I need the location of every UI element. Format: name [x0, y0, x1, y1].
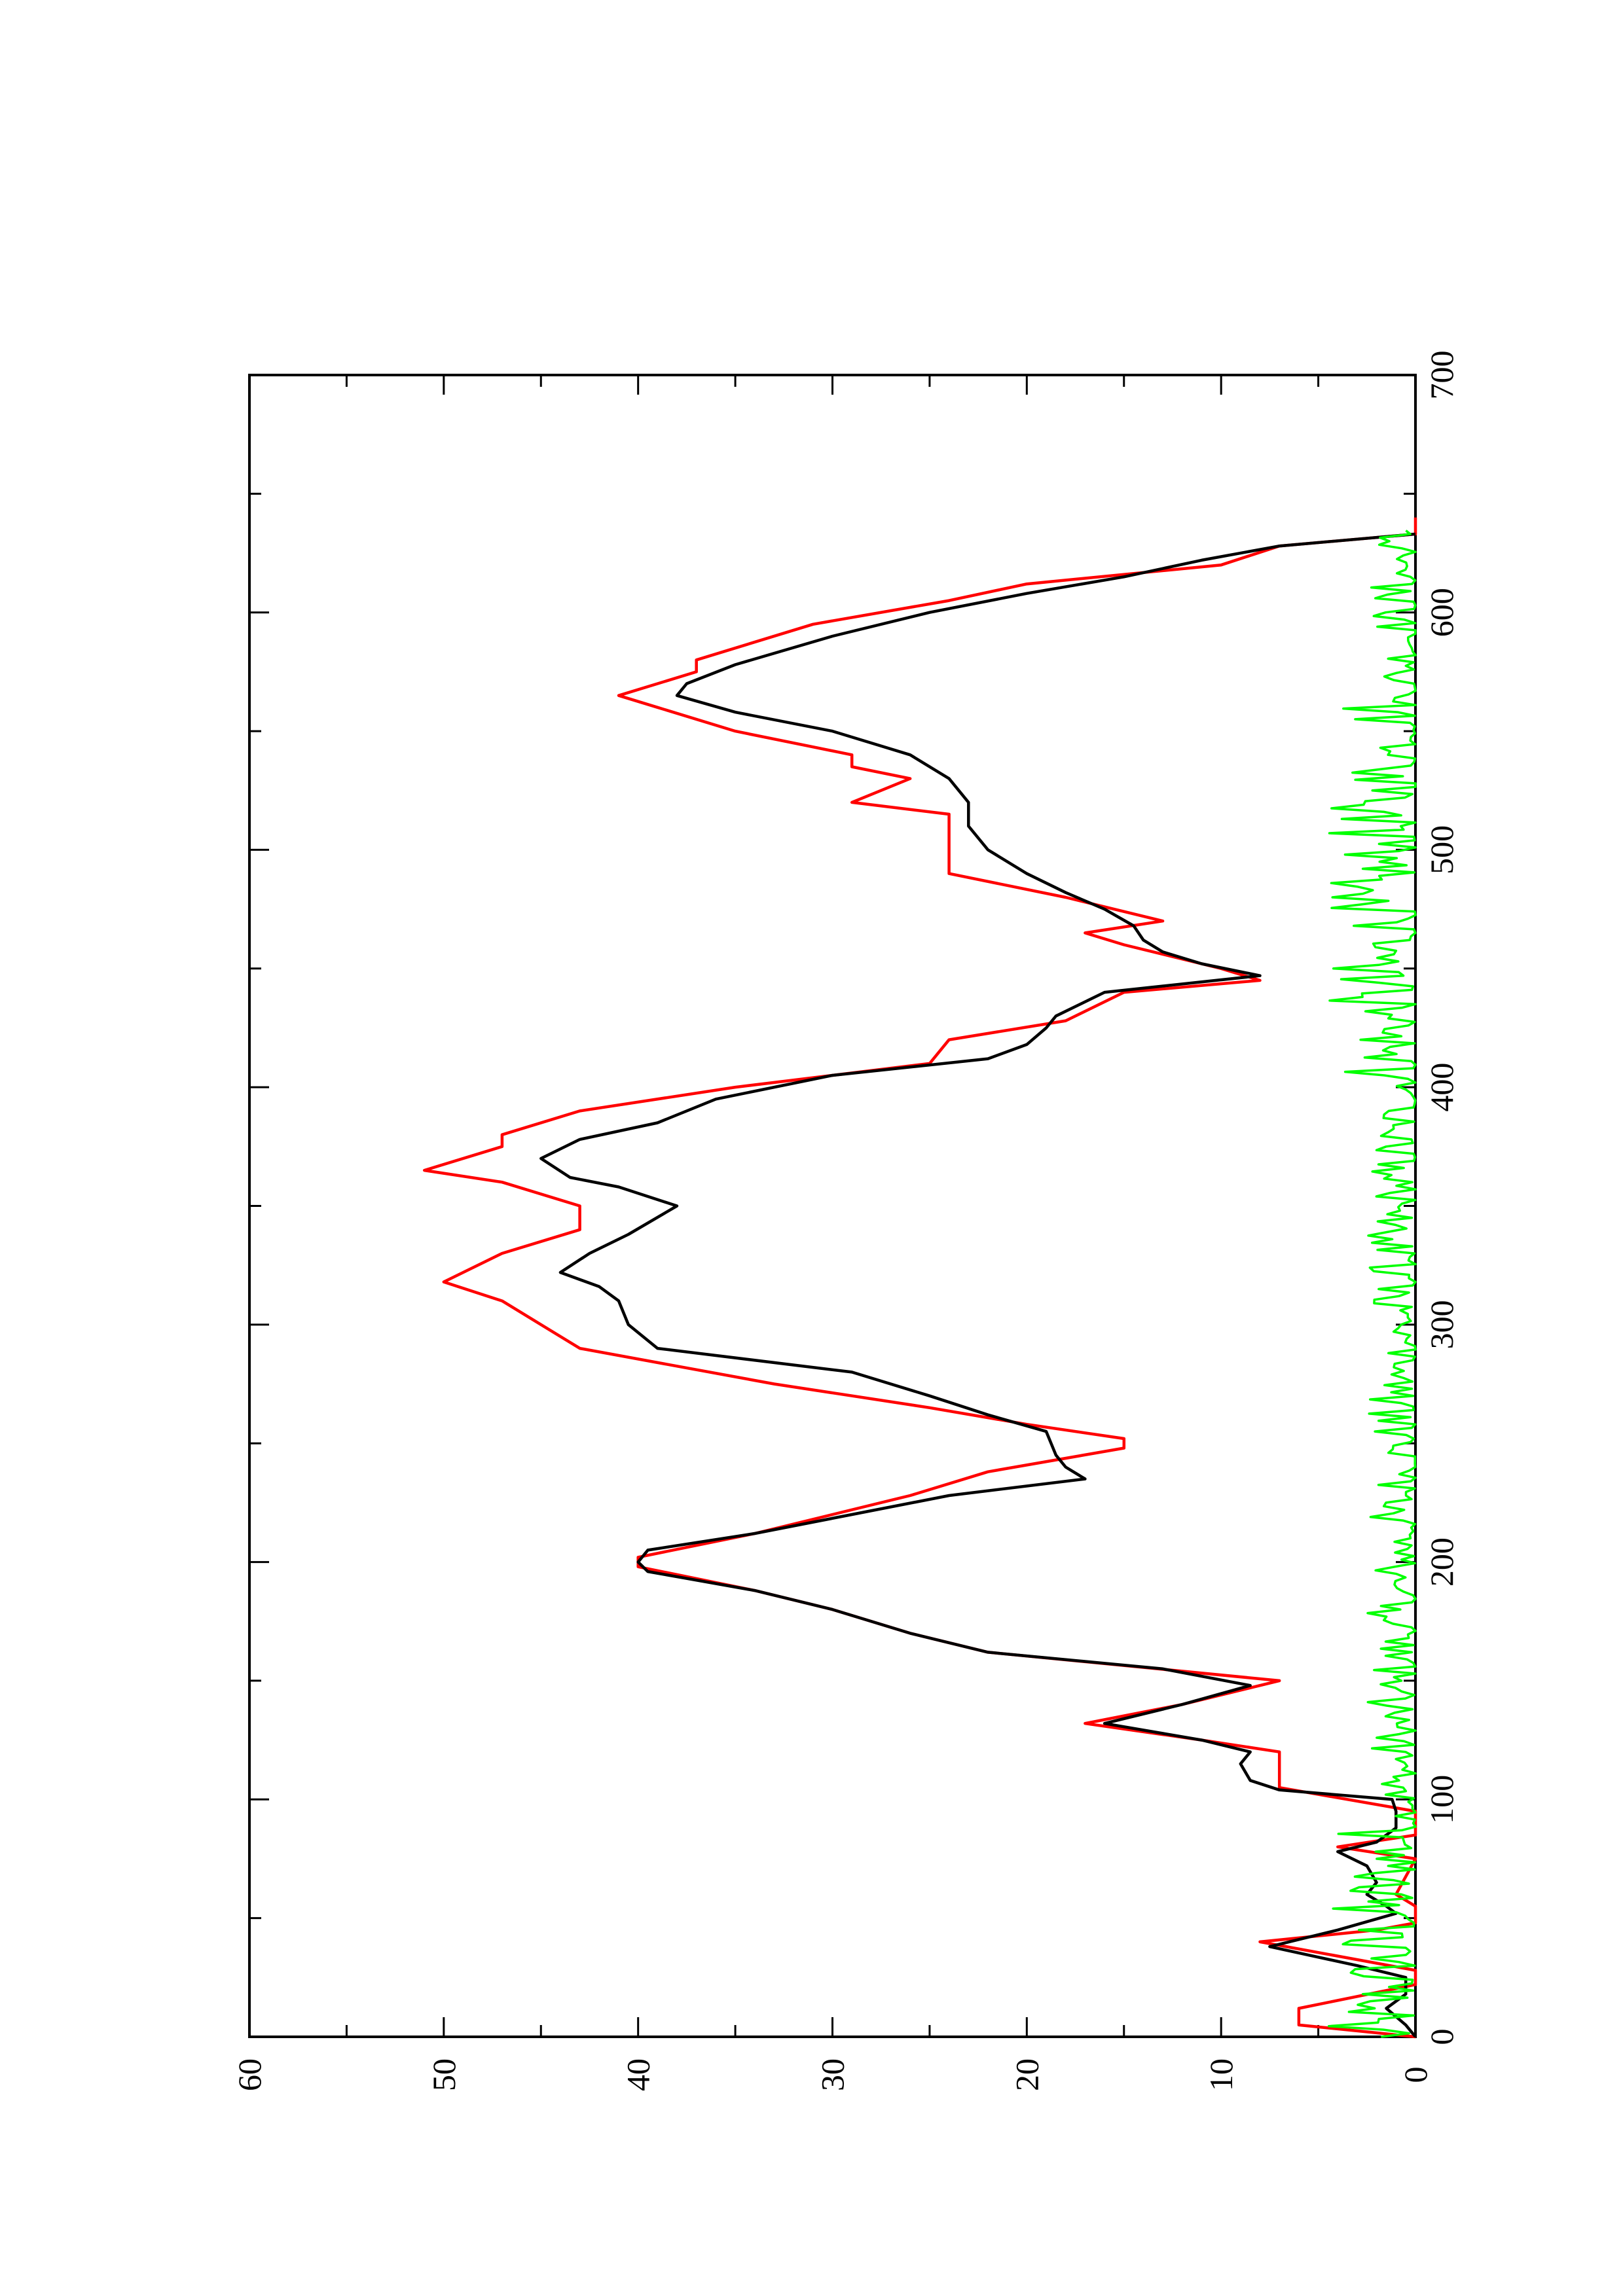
- y-tick-label: 0: [1397, 2067, 1434, 2083]
- x-tick-label: 0: [1423, 2029, 1460, 2045]
- y-tick-label: 50: [426, 2058, 462, 2091]
- x-tick-label: 100: [1423, 1775, 1460, 1824]
- x-tick-label: 300: [1423, 1300, 1460, 1349]
- x-tick-label: 700: [1423, 351, 1460, 400]
- x-tick-label: 500: [1423, 825, 1460, 874]
- x-tick-label: 600: [1423, 588, 1460, 637]
- y-tick-label: 60: [231, 2058, 268, 2091]
- x-tick-label: 400: [1423, 1063, 1460, 1112]
- y-tick-label: 10: [1203, 2058, 1239, 2091]
- y-tick-label: 40: [620, 2058, 657, 2091]
- axis-ticks: [248, 374, 1417, 2038]
- series-group: [422, 517, 1417, 2039]
- y-tick-label: 30: [814, 2058, 851, 2091]
- plot-frame: [248, 374, 1417, 2038]
- y-tick-label: 20: [1008, 2058, 1045, 2091]
- series-line-2: [1327, 529, 1417, 2038]
- tick-labels: 0 100 200 300 400 500 600 700 0 10 20 30 40 50 60: [231, 351, 1460, 2092]
- series-line-1: [539, 532, 1417, 2038]
- x-tick-label: 200: [1423, 1537, 1460, 1587]
